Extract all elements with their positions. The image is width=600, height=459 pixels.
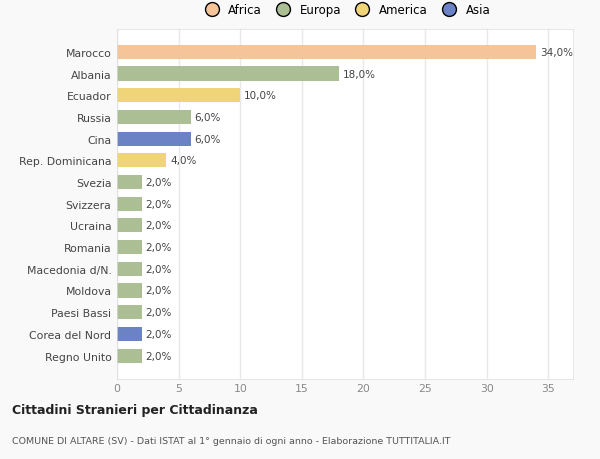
Bar (117, 197, 142, 211)
Bar (117, 305, 142, 319)
Bar (117, 327, 142, 341)
Bar (117, 241, 142, 255)
Text: 2,0%: 2,0% (145, 286, 172, 296)
Text: 6,0%: 6,0% (194, 112, 221, 123)
Bar (117, 89, 240, 103)
Text: 2,0%: 2,0% (145, 308, 172, 318)
Bar (117, 284, 142, 298)
Text: 34,0%: 34,0% (540, 48, 573, 58)
Bar (117, 349, 142, 363)
Text: 2,0%: 2,0% (145, 329, 172, 339)
Bar (117, 132, 191, 146)
Text: 18,0%: 18,0% (343, 69, 376, 79)
Text: 4,0%: 4,0% (170, 156, 196, 166)
Bar (117, 176, 142, 190)
Text: 2,0%: 2,0% (145, 178, 172, 188)
Legend: Africa, Europa, America, Asia: Africa, Europa, America, Asia (200, 4, 490, 17)
Bar (117, 219, 142, 233)
Text: 2,0%: 2,0% (145, 264, 172, 274)
Text: Cittadini Stranieri per Cittadinanza: Cittadini Stranieri per Cittadinanza (12, 403, 258, 416)
Text: 2,0%: 2,0% (145, 221, 172, 231)
Bar (117, 262, 142, 276)
Text: 6,0%: 6,0% (194, 134, 221, 144)
Bar (117, 154, 166, 168)
Text: 2,0%: 2,0% (145, 199, 172, 209)
Text: 2,0%: 2,0% (145, 351, 172, 361)
Text: 2,0%: 2,0% (145, 242, 172, 252)
Bar (117, 67, 339, 81)
Bar (117, 111, 191, 125)
Text: 10,0%: 10,0% (244, 91, 277, 101)
Bar (117, 46, 536, 60)
Text: COMUNE DI ALTARE (SV) - Dati ISTAT al 1° gennaio di ogni anno - Elaborazione TUT: COMUNE DI ALTARE (SV) - Dati ISTAT al 1°… (12, 436, 451, 445)
